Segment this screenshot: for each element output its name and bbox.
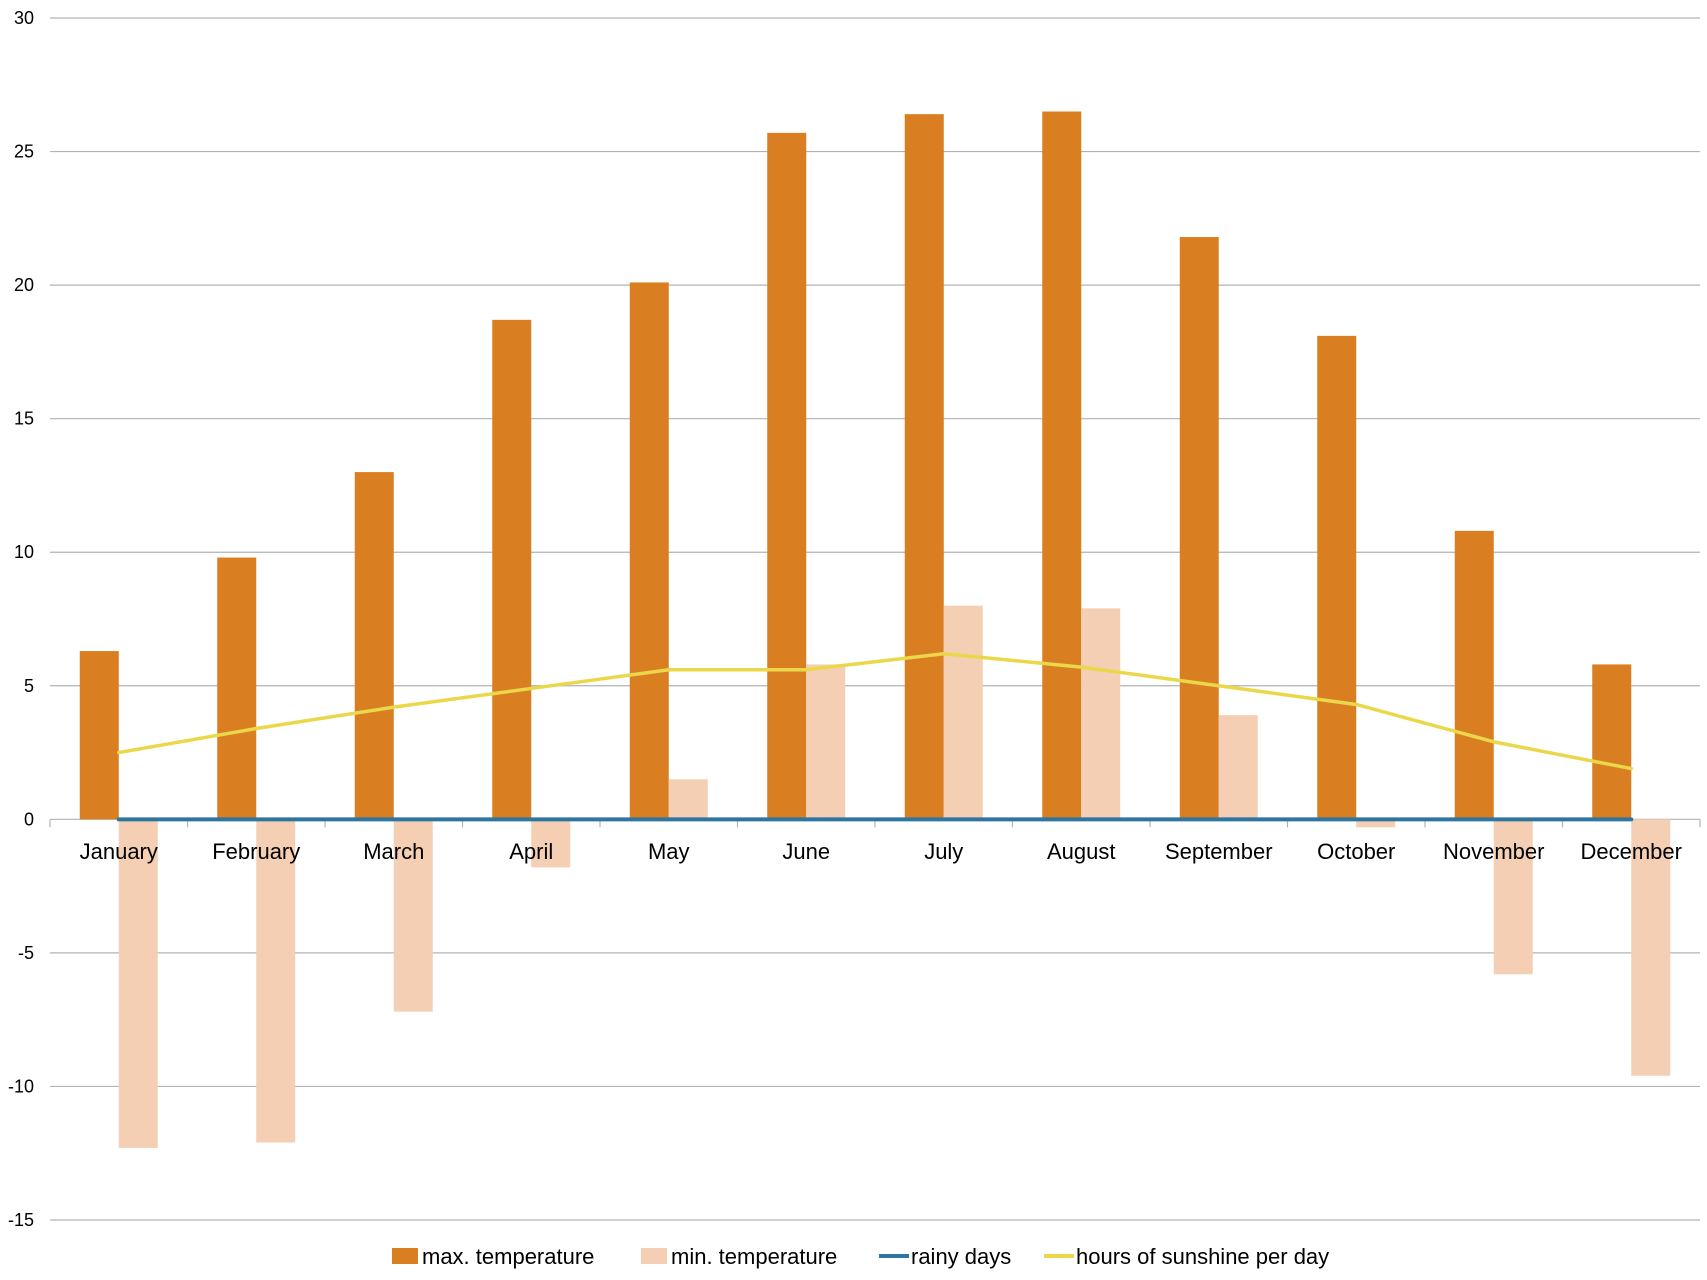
x-category-label: February [212, 839, 300, 864]
legend-label: max. temperature [422, 1244, 594, 1269]
legend-item-max-temperature: max. temperature [392, 1244, 594, 1269]
series-lines [116, 651, 1634, 822]
x-category-label: March [363, 839, 424, 864]
min-temperature-bar [806, 664, 846, 820]
min-temperature-bar [1356, 819, 1396, 828]
legend-label: hours of sunshine per day [1076, 1244, 1329, 1269]
y-tick-label: 15 [14, 409, 34, 429]
legend-swatch [641, 1248, 667, 1264]
min-temperature-bar [1218, 715, 1258, 820]
min-temperature-bar [668, 779, 708, 820]
max-temperature-bar [767, 132, 807, 820]
x-category-label: October [1317, 839, 1395, 864]
x-category-label: June [782, 839, 830, 864]
min-temperature-bar [256, 819, 296, 1143]
y-tick-label: 25 [14, 142, 34, 162]
y-tick-label: 0 [24, 809, 34, 829]
legend-item-sunshine-hours: hours of sunshine per day [1044, 1244, 1329, 1269]
y-tick-label: 30 [14, 8, 34, 28]
max-temperature-bar [629, 282, 669, 820]
x-category-label: August [1047, 839, 1116, 864]
y-axis-tick-labels: 30 25 20 15 10 5 0 -5 -10 -15 [8, 8, 34, 1230]
min-temperature-bar [393, 819, 433, 1012]
x-category-label: July [924, 839, 963, 864]
y-tick-label: 20 [14, 275, 34, 295]
legend-label: rainy days [911, 1244, 1011, 1269]
gridlines [49, 17, 1701, 1221]
max-temperature-bar [1592, 664, 1632, 820]
max-temperature-bar [1317, 335, 1357, 820]
x-category-label: December [1581, 839, 1682, 864]
x-category-label: September [1165, 839, 1273, 864]
y-tick-label: -15 [8, 1210, 34, 1230]
max-temperature-bar [1179, 237, 1219, 820]
legend-swatch [392, 1248, 418, 1264]
y-tick-label: -10 [8, 1076, 34, 1096]
max-temperature-bar [79, 651, 119, 820]
legend: max. temperature min. temperature rainy da… [392, 1244, 1329, 1269]
x-category-label: May [648, 839, 690, 864]
max-temperature-bar [492, 319, 532, 820]
y-tick-label: 5 [24, 676, 34, 696]
min-temperature-bar [1081, 608, 1121, 820]
x-axis-category-labels: January February March April May June July Augu… [80, 839, 1682, 864]
x-category-label: January [80, 839, 158, 864]
legend-item-rainy-days: rainy days [879, 1244, 1011, 1269]
sunshine-hours-line [117, 651, 1633, 771]
min-temperature-bar [118, 819, 158, 1148]
max-temperature-bar [904, 114, 944, 820]
max-temperature-bar [1042, 111, 1082, 820]
max-temperature-bar [354, 472, 394, 820]
max-temperature-bar [217, 557, 257, 820]
min-temperature-bar [531, 819, 571, 868]
min-temperature-bar [943, 605, 983, 820]
y-tick-label: 10 [14, 542, 34, 562]
legend-label: min. temperature [671, 1244, 837, 1269]
bars [79, 111, 1671, 1148]
max-temperature-bar [1454, 530, 1494, 820]
x-category-label: November [1443, 839, 1544, 864]
y-tick-label: -5 [18, 943, 34, 963]
min-temperature-bar [1493, 819, 1533, 975]
min-temperature-bar [1631, 819, 1671, 1076]
legend-item-min-temperature: min. temperature [641, 1244, 837, 1269]
x-category-label: April [509, 839, 553, 864]
